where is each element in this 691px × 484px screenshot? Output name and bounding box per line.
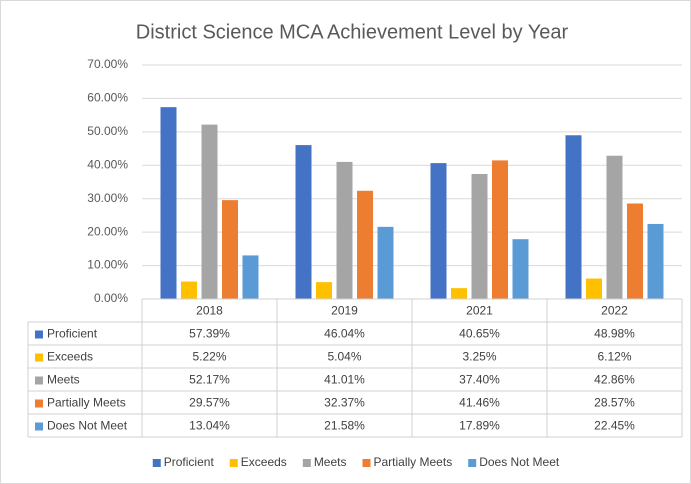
table-cell: 5.04% — [327, 350, 361, 364]
table-cell: 32.37% — [324, 396, 365, 410]
table-row-label: Proficient — [47, 327, 98, 341]
table-cell: 5.22% — [192, 350, 226, 364]
table-cell: 17.89% — [459, 419, 500, 433]
x-tick-label: 2018 — [196, 304, 223, 318]
y-tick-label: 50.00% — [87, 124, 128, 138]
bar — [471, 173, 488, 299]
x-tick-label: 2019 — [331, 304, 358, 318]
table-cell: 13.04% — [189, 419, 230, 433]
bar — [647, 223, 664, 299]
table-cell: 28.57% — [594, 396, 635, 410]
bar — [242, 255, 259, 299]
table-row-label: Partially Meets — [47, 396, 126, 410]
bar — [295, 145, 312, 299]
table-row-label: Exceeds — [47, 350, 93, 364]
table-cell: 37.40% — [459, 373, 500, 387]
legend-key — [152, 459, 161, 467]
table-cell: 57.39% — [189, 327, 230, 341]
bar — [181, 281, 197, 299]
bar — [201, 124, 218, 299]
legend-key — [468, 459, 477, 467]
y-tick-label: 0.00% — [94, 291, 128, 305]
table-cell: 22.45% — [594, 419, 635, 433]
bar — [586, 278, 602, 299]
legend-key — [362, 459, 371, 467]
table-cell: 41.01% — [324, 373, 365, 387]
bar — [430, 163, 447, 299]
bar — [451, 288, 467, 299]
table-legend-key — [35, 376, 43, 385]
legend-label: Exceeds — [241, 455, 287, 469]
bar — [357, 190, 373, 299]
bar — [377, 226, 394, 299]
x-tick-label: 2021 — [466, 304, 493, 318]
bar — [160, 107, 177, 299]
table-row-label: Does Not Meet — [47, 419, 128, 433]
table-cell: 40.65% — [459, 327, 500, 341]
table-legend-key — [35, 399, 43, 408]
legend-label: Does Not Meet — [479, 455, 560, 469]
y-tick-label: 10.00% — [87, 258, 128, 272]
table-cell: 42.86% — [594, 373, 635, 387]
y-tick-label: 30.00% — [87, 191, 128, 205]
legend-label: Proficient — [164, 455, 215, 469]
legend-label: Meets — [314, 455, 347, 469]
y-tick-label: 70.00% — [87, 57, 128, 71]
bar — [512, 239, 529, 299]
table-legend-key — [35, 422, 43, 431]
bar — [627, 203, 643, 299]
table-cell: 3.25% — [462, 350, 496, 364]
bar — [606, 155, 623, 299]
bar — [565, 135, 582, 299]
table-cell: 48.98% — [594, 327, 635, 341]
table-cell: 41.46% — [459, 396, 500, 410]
table-cell: 29.57% — [189, 396, 230, 410]
table-row-label: Meets — [47, 373, 80, 387]
table-cell: 6.12% — [597, 350, 631, 364]
legend-key — [229, 459, 238, 467]
legend-key — [302, 459, 311, 467]
y-tick-label: 40.00% — [87, 157, 128, 171]
bar — [316, 282, 332, 299]
legend-label: Partially Meets — [374, 455, 453, 469]
y-tick-label: 60.00% — [87, 91, 128, 105]
chart-title: District Science MCA Achievement Level b… — [136, 21, 569, 43]
x-tick-label: 2022 — [601, 304, 628, 318]
bar — [492, 160, 508, 299]
table-legend-key — [35, 330, 43, 339]
bar — [336, 161, 353, 299]
table-cell: 21.58% — [324, 419, 365, 433]
table-cell: 52.17% — [189, 373, 230, 387]
y-tick-label: 20.00% — [87, 224, 128, 238]
bar — [222, 200, 238, 299]
table-legend-key — [35, 353, 43, 362]
table-cell: 46.04% — [324, 327, 365, 341]
